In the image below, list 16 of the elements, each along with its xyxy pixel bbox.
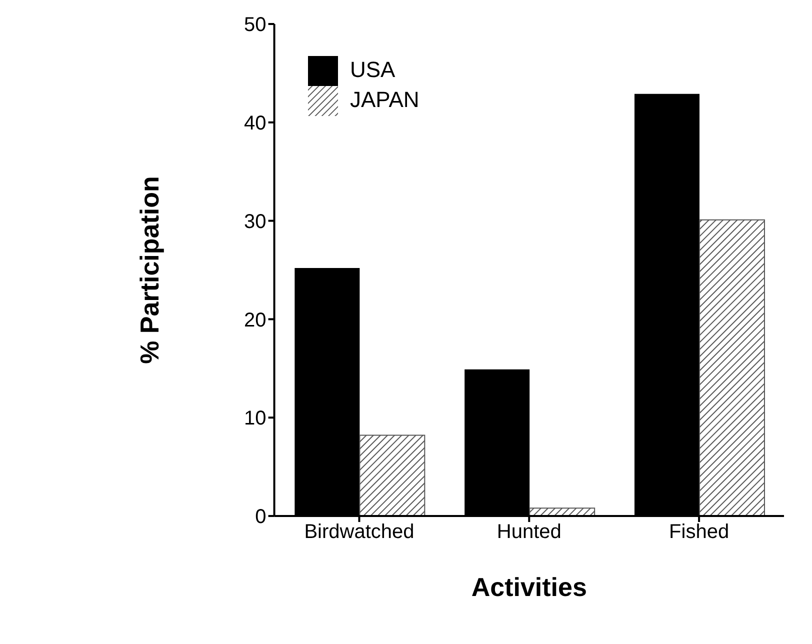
- bar: [698, 219, 765, 516]
- y-tick-label: 20: [244, 309, 266, 332]
- y-axis-title: % Participation: [134, 176, 165, 364]
- x-tick-label: Hunted: [496, 521, 562, 544]
- legend-label: USA: [350, 56, 396, 82]
- x-tick-label: Birdwatched: [304, 521, 414, 544]
- x-axis-title: Activities: [471, 572, 587, 602]
- bar: [529, 508, 596, 516]
- y-tick-label: 0: [255, 506, 266, 528]
- y-tick-label: 40: [244, 112, 266, 134]
- y-tick-label: 30: [244, 210, 266, 233]
- x-tick-label: Fished: [669, 521, 730, 544]
- y-tick-label: 10: [244, 408, 266, 430]
- y-tick-label: 50: [244, 14, 266, 36]
- bar: [359, 434, 426, 516]
- legend-label: JAPAN: [350, 86, 420, 112]
